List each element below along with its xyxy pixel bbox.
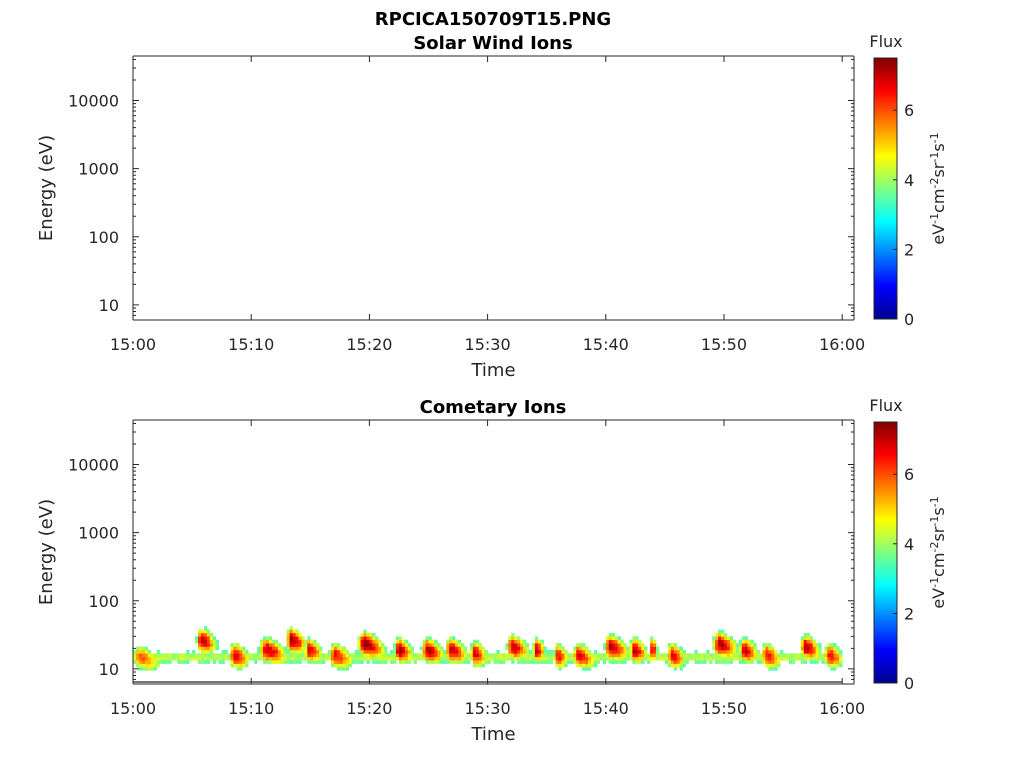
x-tick-label: 16:00 — [819, 699, 865, 718]
solar-wind-panel: 15:00 15:10 15:20 15:30 15:40 15:50 16:00 10 100… — [36, 32, 948, 381]
y-tick-label: 100 — [88, 228, 119, 247]
x-tick-label: 15:10 — [228, 699, 274, 718]
y-tick-label: 1000 — [78, 160, 119, 179]
colorbar-unit-label: eV-1cm-2sr-1s-1 — [928, 496, 949, 608]
x-tick-label: 15:30 — [465, 335, 511, 354]
y-tick-label: 1000 — [78, 524, 119, 543]
colorbar-tick-label: 0 — [904, 674, 914, 693]
x-tick-label: 15:50 — [701, 335, 747, 354]
x-tick-label: 15:00 — [110, 335, 156, 354]
colorbar-tick-label: 4 — [904, 171, 914, 190]
x-tick-label: 15:30 — [465, 699, 511, 718]
y-tick-label: 10000 — [68, 92, 119, 111]
colorbar — [873, 421, 898, 684]
panel-title: Solar Wind Ions — [413, 33, 572, 54]
x-tick-label: 15:10 — [228, 335, 274, 354]
panel-title: Cometary Ions — [420, 397, 567, 418]
colorbar-tick-label: 2 — [904, 604, 914, 623]
x-tick-label: 15:20 — [346, 335, 392, 354]
colorbar-unit-label: eV-1cm-2sr-1s-1 — [928, 132, 949, 244]
x-tick-label: 15:40 — [583, 699, 629, 718]
y-tick-label: 10 — [99, 296, 119, 315]
colorbar-tick-label: 2 — [904, 240, 914, 259]
x-tick-label: 15:40 — [583, 335, 629, 354]
cometary-panel: 15:00 15:10 15:20 15:30 15:40 15:50 16:00 10 100… — [36, 396, 948, 745]
y-tick-label: 10000 — [68, 456, 119, 475]
x-axis-label: Time — [470, 360, 515, 381]
x-tick-label: 15:50 — [701, 699, 747, 718]
y-tick-label: 100 — [88, 592, 119, 611]
x-tick-label: 15:00 — [110, 699, 156, 718]
x-axis-label: Time — [470, 724, 515, 745]
colorbar-title: Flux — [869, 32, 902, 51]
colorbar-tick-label: 6 — [904, 465, 914, 484]
colorbar-tick-label: 6 — [904, 101, 914, 120]
colorbar — [873, 57, 898, 320]
y-axis-label: Energy (eV) — [36, 135, 57, 241]
colorbar-title: Flux — [869, 396, 902, 415]
x-tick-label: 16:00 — [819, 335, 865, 354]
x-tick-label: 15:20 — [346, 699, 392, 718]
colorbar-tick-label: 0 — [904, 310, 914, 329]
colorbar-tick-label: 4 — [904, 535, 914, 554]
figure-title: RPCICA150709T15.PNG — [375, 9, 611, 30]
y-axis-label: Energy (eV) — [36, 499, 57, 605]
y-tick-label: 10 — [99, 660, 119, 679]
spectrogram-image — [133, 626, 843, 683]
